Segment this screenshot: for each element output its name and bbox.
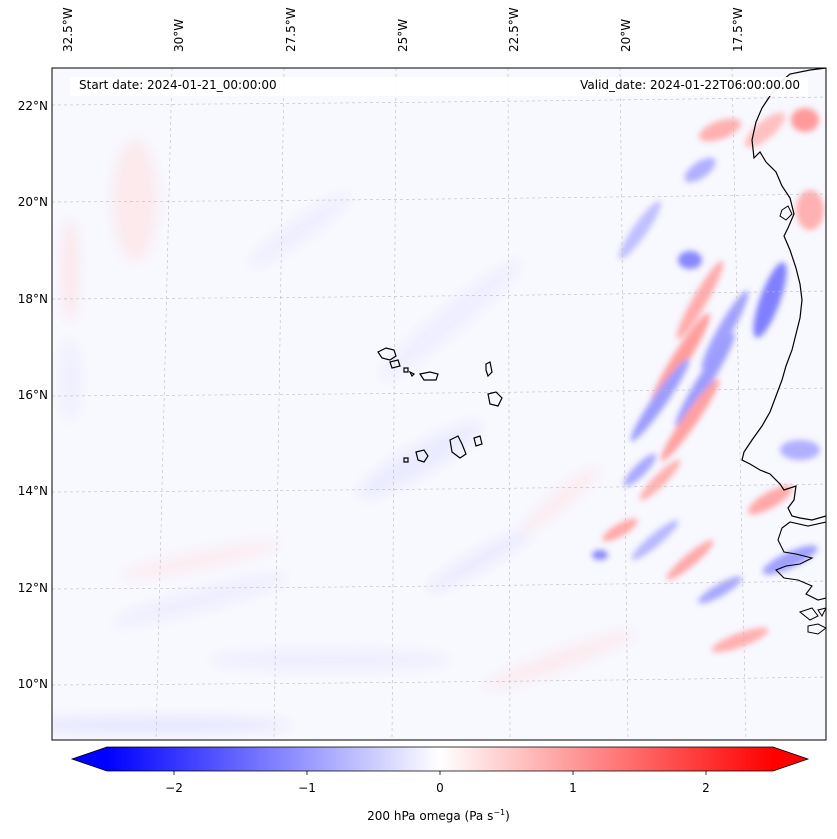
colorbar-tick-label: 2: [702, 781, 710, 795]
header-background: [70, 77, 808, 96]
lat-label-10n: 10°N: [17, 677, 48, 691]
africa-coastline: [741, 68, 826, 521]
lat-label-14n: 14°N: [17, 484, 48, 498]
lon-label-20w: 20°W: [619, 18, 633, 52]
bay-island: [779, 205, 793, 221]
start-date-label: Start date: 2024-01-21_00:00:00: [79, 78, 277, 92]
colorbar-title: 200 hPa omega (Pa s−1): [367, 808, 510, 823]
lon-label-32-5w: 32.5°W: [61, 7, 75, 52]
lat-label-18n: 18°N: [17, 292, 48, 306]
colorbar-min-extend: [72, 747, 107, 771]
colorbar-max-extend: [773, 747, 808, 771]
valid-date-label: Valid_date: 2024-01-22T06:00:00.00: [580, 78, 800, 92]
graticule: [52, 68, 826, 740]
lon-label-25w: 25°W: [396, 18, 410, 52]
lon-label-30w: 30°W: [172, 18, 186, 52]
lon-label-17-5w: 17.5°W: [731, 7, 745, 52]
omega-field: [52, 68, 826, 740]
map-frame: [51, 67, 827, 741]
cape-verde-islands: [377, 347, 503, 463]
colorbar-tick-label: 1: [569, 781, 577, 795]
lon-label-22-5w: 22.5°W: [507, 7, 521, 52]
senegal-gambia-coast: [775, 521, 826, 601]
lat-label-20n: 20°N: [17, 195, 48, 209]
lon-label-27-5w: 27.5°W: [284, 7, 298, 52]
colorbar-tick-label: −1: [298, 781, 316, 795]
colorbar-tick-label: 0: [436, 781, 444, 795]
lat-label-12n: 12°N: [17, 581, 48, 595]
lat-label-16n: 16°N: [17, 388, 48, 402]
colorbar: [70, 746, 810, 775]
colorbar-tick-label: −2: [165, 781, 183, 795]
bissagos-islands: [798, 607, 826, 635]
lat-label-22n: 22°N: [17, 99, 48, 113]
